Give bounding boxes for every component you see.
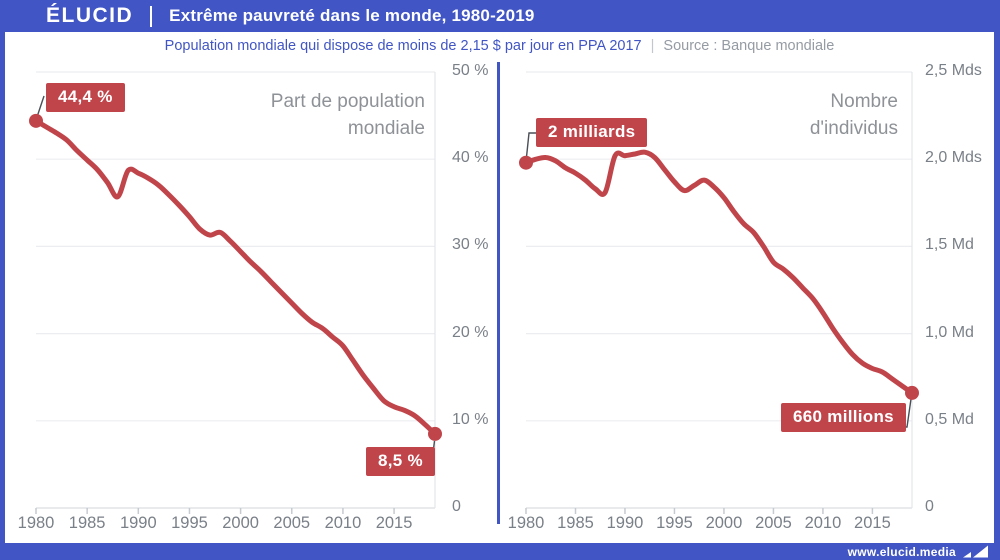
x-axis-label-right: 2015 <box>854 514 891 532</box>
header: ÉLUCID Extrême pauvreté dans le monde, 1… <box>0 0 1000 32</box>
panel-divider <box>497 62 500 524</box>
y-axis-label-right: 1,0 Md <box>925 323 974 341</box>
chart-subtitle: Population mondiale qui dispose de moins… <box>164 38 642 54</box>
x-axis-label-right: 1995 <box>656 514 693 532</box>
x-axis-label-left: 2005 <box>273 514 311 532</box>
right-chart-title: Nombre d'individus <box>809 91 898 139</box>
x-axis-label-right: 2010 <box>804 514 842 532</box>
left-frame-border <box>0 0 5 560</box>
source-label: Source : Banque mondiale <box>663 38 835 54</box>
y-axis-label-left: 40 % <box>452 149 489 167</box>
start-value-badge-count: 2 milliards <box>536 118 648 147</box>
x-axis-label-left: 2000 <box>222 514 259 532</box>
start-value-badge-share: 44,4 % <box>46 83 125 112</box>
y-axis-label-left: 30 % <box>452 236 489 254</box>
x-axis-label-right: 2000 <box>705 514 743 532</box>
logo-separator <box>150 5 153 27</box>
x-axis-label-right: 2005 <box>755 514 792 532</box>
end-value-badge-count: 660 millions <box>781 403 906 432</box>
page-title: Extrême pauvreté dans le monde, 1980-201… <box>169 6 535 25</box>
x-axis-label-right: 1985 <box>557 514 594 532</box>
y-axis-label-right: 1,5 Md <box>925 236 974 254</box>
y-axis-label-left: 50 % <box>452 62 489 79</box>
x-axis-label-right: 1980 <box>507 514 545 532</box>
x-axis-label-left: 1990 <box>119 514 157 532</box>
y-axis-label-left: 20 % <box>452 323 489 341</box>
x-axis-label-left: 1980 <box>17 514 55 532</box>
x-axis-label-right: 1990 <box>606 514 644 532</box>
y-axis-label-left: 10 % <box>452 410 489 428</box>
website-url: www.elucid.media <box>847 544 956 559</box>
x-axis-label-left: 2015 <box>375 514 413 532</box>
x-axis-label-left: 1995 <box>171 514 208 532</box>
elucid-logo: ÉLUCID <box>46 4 134 27</box>
y-axis-label-left: 0 <box>452 498 461 515</box>
x-axis-label-left: 1985 <box>68 514 106 532</box>
elucid-flag-icon <box>963 545 988 558</box>
end-value-badge-share: 8,5 % <box>366 447 435 476</box>
subtitle-row: Population mondiale qui dispose de moins… <box>5 32 994 60</box>
left-chart-title: Part de population mondiale <box>270 91 425 139</box>
right-frame-border <box>994 0 1000 560</box>
x-axis-label-left: 2010 <box>324 514 362 532</box>
y-axis-label-right: 2,0 Mds <box>925 149 982 167</box>
y-axis-label-right: 0,5 Md <box>925 410 974 428</box>
y-axis-label-right: 2,5 Mds <box>925 62 982 79</box>
subtitle-separator: | <box>650 38 655 54</box>
y-axis-label-right: 0 <box>925 498 934 515</box>
footer: www.elucid.media <box>0 543 1000 560</box>
